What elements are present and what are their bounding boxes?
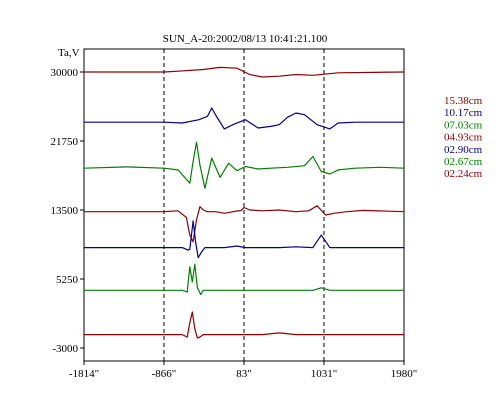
legend-item-5: 02.90cm [444, 144, 483, 156]
series-line-7 [84, 311, 404, 339]
x-tick-label-3: 83" [236, 368, 252, 380]
x-tick-label-5: 1980" [391, 368, 418, 380]
series-line-1 [84, 66, 405, 78]
series-line-3 [83, 141, 405, 189]
chart-title: SUN_A-20:2002/08/13 10:41:21.100 [163, 33, 328, 45]
grid-lines [163, 49, 325, 361]
x-tick-label-4: 1031" [311, 368, 338, 380]
series-line-2 [84, 107, 404, 130]
y-tick-label-2: 21750 [51, 136, 79, 148]
series-line-6 [84, 263, 404, 296]
legend: 15.38cm10.17cm07.03cm04.93cm02.90cm02.67… [444, 95, 483, 180]
series-group [83, 66, 405, 339]
y-axis-ticks: 30000 21750 13500 5250 -3000 [51, 67, 84, 355]
y-tick-label-5: -3000 [52, 343, 78, 355]
legend-item-4: 04.93cm [444, 132, 483, 144]
y-tick-label-4: 5250 [56, 274, 79, 286]
legend-item-7: 02.24cm [444, 168, 483, 180]
y-tick-label-3: 13500 [51, 205, 79, 217]
legend-item-1: 15.38cm [444, 95, 483, 107]
legend-item-3: 07.03cm [444, 119, 483, 131]
series-line-5 [84, 220, 404, 259]
x-tick-label-1: -1814" [69, 368, 99, 380]
series-line-4 [84, 205, 405, 243]
legend-item-6: 02.67cm [444, 156, 483, 168]
x-tick-label-2: -866" [152, 368, 177, 380]
x-axis-ticks: -1814" -866" 83" 1031" 1980" [69, 361, 417, 380]
legend-item-2: 10.17cm [444, 107, 483, 119]
y-axis-label: Ta,V [58, 47, 80, 59]
y-tick-label-1: 30000 [51, 67, 79, 79]
